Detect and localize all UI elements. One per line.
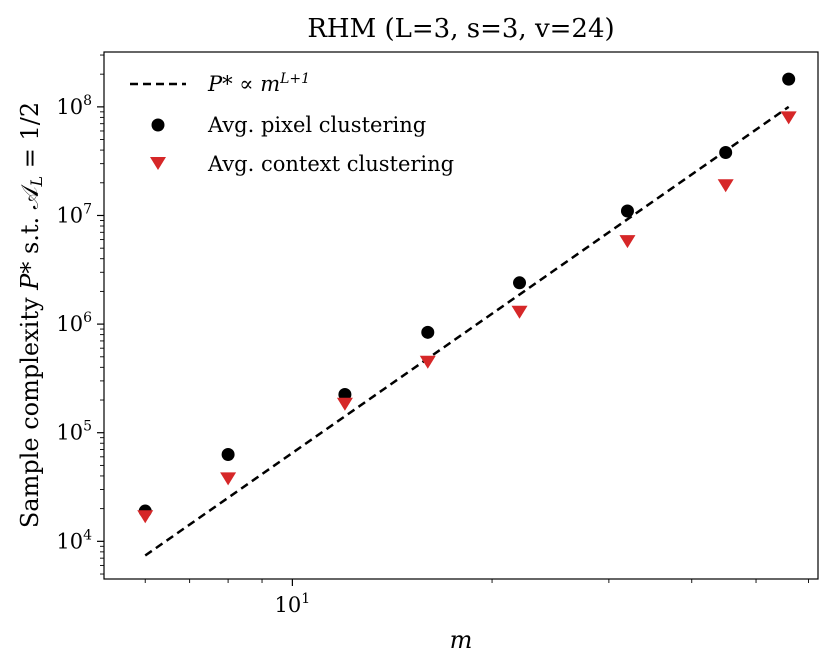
pixel-clustering-point — [782, 72, 796, 86]
context-clustering-point — [511, 305, 528, 319]
context-clustering-point — [780, 111, 797, 125]
y-tick-label: 106 — [56, 310, 92, 336]
y-axis-label-sub: L — [27, 176, 46, 188]
y-tick-exp: 6 — [83, 310, 92, 326]
x-tick-base: 10 — [275, 593, 302, 617]
y-tick-label: 104 — [56, 527, 92, 553]
context-clustering-point — [336, 397, 353, 411]
context-clustering-point — [619, 235, 636, 249]
legend: P* ∝ mL+1 Avg. pixel clustering Avg. con… — [130, 71, 454, 176]
y-tick-exp: 7 — [83, 201, 92, 217]
x-tick-exp: 1 — [301, 591, 310, 607]
y-axis-label-var: P* — [16, 262, 44, 291]
pixel-clustering-point — [421, 325, 435, 339]
y-axis-label-suffix: s.t. 𝒜 — [16, 184, 44, 261]
context-clustering-point — [220, 472, 237, 486]
chart-title: RHM (L=3, s=3, v=24) — [307, 14, 614, 44]
x-tick-label: 101 — [275, 591, 311, 617]
plot-frame — [103, 51, 819, 580]
plot-area — [137, 72, 797, 557]
y-axis-label-prefix: Sample complexity — [16, 290, 44, 528]
legend-context-label: Avg. context clustering — [207, 152, 454, 176]
legend-fit-text: P* ∝ m — [207, 72, 280, 96]
y-tick-label: 107 — [56, 201, 92, 227]
y-tick-base: 10 — [56, 421, 83, 445]
x-axis-label: m — [450, 626, 473, 654]
y-tick-exp: 5 — [83, 419, 92, 435]
legend-pixel-swatch — [151, 118, 165, 132]
pixel-clustering-point — [719, 146, 733, 160]
legend-fit-sup: L+1 — [279, 71, 310, 87]
legend-context-swatch — [150, 157, 166, 170]
y-tick-base: 10 — [56, 312, 83, 336]
y-tick-exp: 4 — [83, 527, 92, 543]
y-axis-label-end: = 1/2 — [16, 102, 44, 176]
y-tick-base: 10 — [56, 95, 83, 119]
y-tick-label: 108 — [56, 93, 92, 119]
pixel-clustering-point — [620, 204, 634, 218]
pixel-clustering-point — [513, 276, 527, 290]
y-axis-label: Sample complexity P* s.t. 𝒜L = 1/2 — [16, 102, 46, 528]
legend-fit-label: P* ∝ mL+1 — [207, 71, 310, 96]
y-tick-base: 10 — [56, 203, 83, 227]
context-clustering-point — [419, 355, 436, 369]
pixel-clustering-point — [221, 448, 235, 462]
y-tick-label: 105 — [56, 419, 92, 445]
x-axis-ticks: 101 — [144, 579, 810, 617]
fit-line — [144, 105, 790, 557]
y-tick-base: 10 — [56, 529, 83, 553]
y-tick-exp: 8 — [83, 93, 92, 109]
context-clustering-point — [137, 510, 154, 524]
legend-pixel-label: Avg. pixel clustering — [207, 113, 426, 137]
context-clustering-point — [717, 179, 734, 193]
